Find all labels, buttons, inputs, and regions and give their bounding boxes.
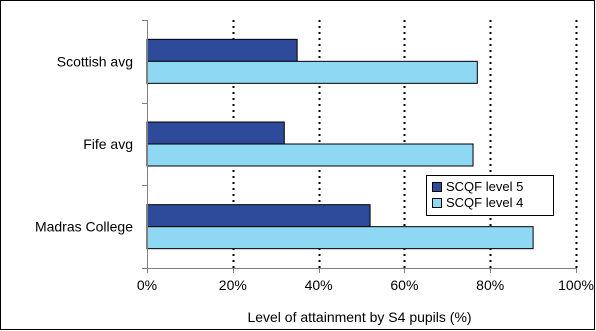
y-tick-label: Scottish avg: [57, 53, 133, 69]
x-tick-label: 40%: [305, 277, 333, 293]
legend: SCQF level 5 SCQF level 4: [426, 175, 554, 216]
legend-label-level-4: SCQF level 4: [446, 195, 523, 210]
y-tick-label: Madras College: [35, 219, 133, 235]
x-axis-title: Level of attainment by S4 pupils (%): [247, 309, 471, 325]
legend-swatch-level-4: [432, 198, 442, 208]
bar: [146, 38, 298, 62]
x-tick-label: 0%: [137, 277, 157, 293]
y-tick-label: Fife avg: [83, 136, 133, 152]
x-tick-label: 80%: [476, 277, 504, 293]
bar: [146, 60, 478, 84]
bar: [146, 143, 474, 167]
legend-label-level-5: SCQF level 5: [446, 179, 523, 194]
bar: [146, 226, 534, 250]
x-tick-label: 20%: [219, 277, 247, 293]
x-tick-label: 100%: [558, 277, 594, 293]
y-axis-ticks: Scottish avg Fife avg Madras College: [35, 20, 147, 269]
bar: [146, 121, 285, 145]
x-axis-ticks: 0% 20% 40% 60% 80% 100%: [137, 268, 594, 293]
legend-swatch-level-5: [432, 182, 442, 192]
bar: [146, 204, 371, 228]
x-tick-label: 60%: [390, 277, 418, 293]
bars: [146, 38, 534, 250]
legend-box: [426, 175, 554, 216]
